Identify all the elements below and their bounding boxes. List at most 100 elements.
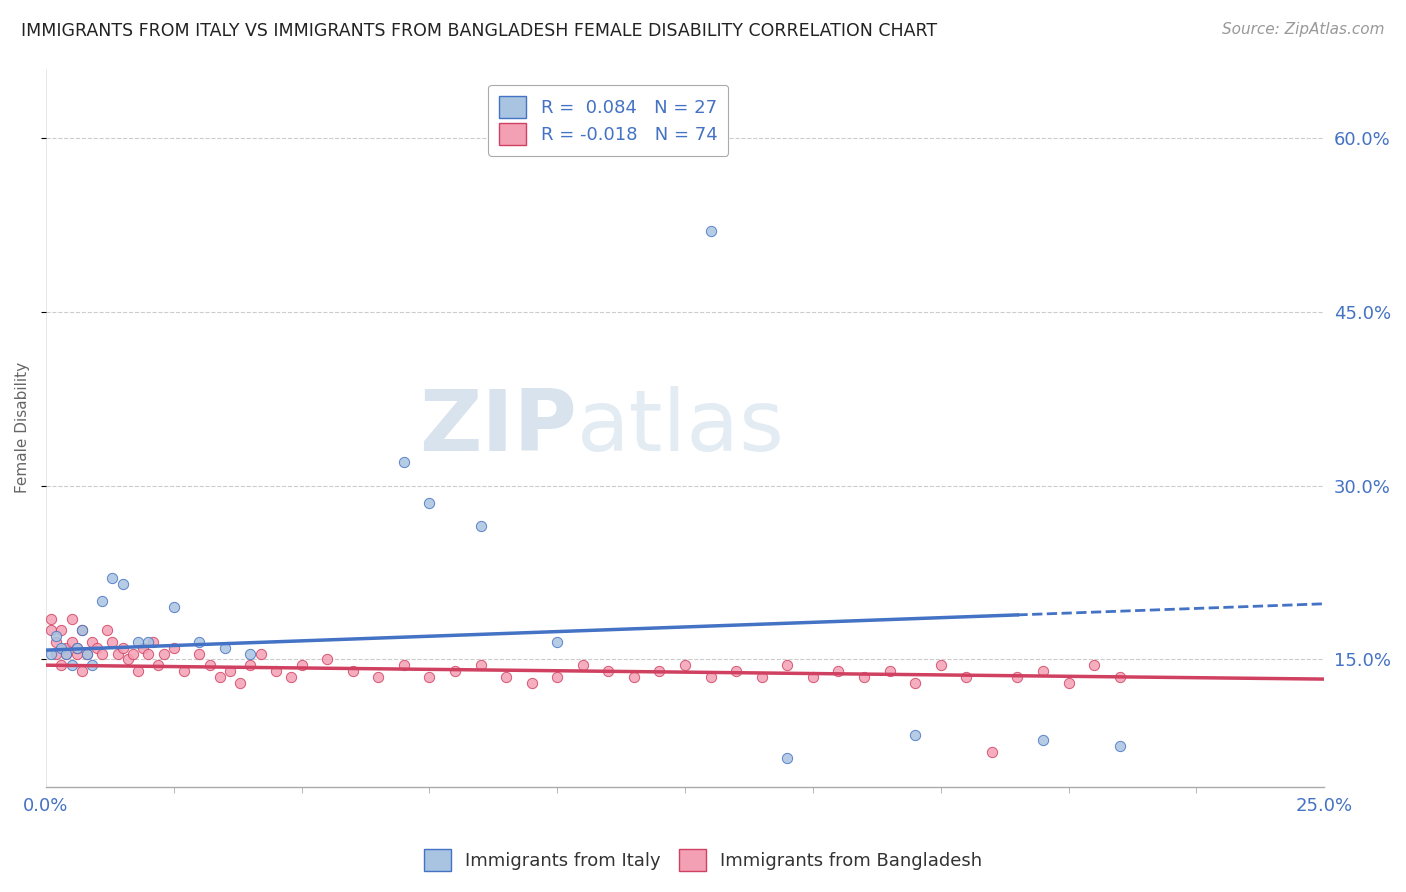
Point: [367, 670, 389, 684]
Point: [648, 664, 671, 678]
Point: [51, 658, 73, 673]
Point: [66, 640, 89, 655]
Point: [853, 670, 876, 684]
Point: [776, 658, 799, 673]
Point: [929, 658, 952, 673]
Point: [623, 670, 645, 684]
Point: [1083, 658, 1105, 673]
Point: [127, 635, 149, 649]
Point: [546, 635, 568, 649]
Point: [142, 635, 165, 649]
Point: [117, 652, 139, 666]
Point: [1032, 733, 1054, 747]
Point: [39, 624, 62, 638]
Point: [392, 658, 415, 673]
Point: [598, 664, 620, 678]
Text: IMMIGRANTS FROM ITALY VS IMMIGRANTS FROM BANGLADESH FEMALE DISABILITY CORRELATIO: IMMIGRANTS FROM ITALY VS IMMIGRANTS FROM…: [21, 22, 938, 40]
Point: [229, 675, 252, 690]
Point: [264, 664, 287, 678]
Point: [980, 745, 1002, 759]
Text: atlas: atlas: [576, 386, 785, 469]
Point: [136, 635, 159, 649]
Point: [163, 640, 186, 655]
Point: [1108, 670, 1130, 684]
Point: [879, 664, 901, 678]
Point: [45, 647, 67, 661]
Point: [316, 652, 339, 666]
Point: [76, 647, 98, 661]
Point: [45, 629, 67, 643]
Point: [111, 577, 134, 591]
Point: [132, 640, 155, 655]
Point: [70, 664, 93, 678]
Point: [725, 664, 748, 678]
Point: [60, 658, 83, 673]
Point: [39, 647, 62, 661]
Point: [39, 612, 62, 626]
Point: [136, 647, 159, 661]
Point: [122, 647, 145, 661]
Point: [520, 675, 543, 690]
Point: [148, 658, 170, 673]
Point: [776, 751, 799, 765]
Point: [107, 647, 129, 661]
Point: [111, 640, 134, 655]
Point: [91, 647, 114, 661]
Point: [904, 728, 927, 742]
Legend: Immigrants from Italy, Immigrants from Bangladesh: Immigrants from Italy, Immigrants from B…: [416, 842, 990, 879]
Point: [673, 658, 696, 673]
Point: [173, 664, 195, 678]
Point: [66, 647, 89, 661]
Point: [1032, 664, 1054, 678]
Point: [470, 519, 492, 533]
Point: [60, 635, 83, 649]
Point: [342, 664, 364, 678]
Point: [163, 600, 186, 615]
Point: [91, 594, 114, 608]
Point: [55, 640, 77, 655]
Point: [127, 664, 149, 678]
Point: [208, 670, 231, 684]
Point: [470, 658, 492, 673]
Point: [51, 640, 73, 655]
Point: [51, 624, 73, 638]
Point: [699, 224, 721, 238]
Point: [60, 612, 83, 626]
Point: [392, 455, 415, 469]
Point: [101, 571, 124, 585]
Point: [188, 647, 211, 661]
Point: [86, 640, 108, 655]
Point: [198, 658, 221, 673]
Point: [239, 647, 262, 661]
Point: [55, 647, 77, 661]
Point: [96, 624, 118, 638]
Point: [827, 664, 849, 678]
Point: [152, 647, 174, 661]
Point: [444, 664, 467, 678]
Point: [188, 635, 211, 649]
Point: [280, 670, 302, 684]
Point: [80, 635, 103, 649]
Point: [751, 670, 773, 684]
Point: [1057, 675, 1080, 690]
Point: [70, 624, 93, 638]
Point: [45, 635, 67, 649]
Legend: R =  0.084   N = 27, R = -0.018   N = 74: R = 0.084 N = 27, R = -0.018 N = 74: [488, 85, 728, 156]
Point: [249, 647, 271, 661]
Point: [546, 670, 568, 684]
Point: [55, 647, 77, 661]
Point: [955, 670, 977, 684]
Text: ZIP: ZIP: [419, 386, 576, 469]
Point: [1007, 670, 1029, 684]
Point: [80, 658, 103, 673]
Y-axis label: Female Disability: Female Disability: [15, 362, 30, 493]
Point: [291, 658, 314, 673]
Point: [418, 496, 440, 510]
Point: [101, 635, 124, 649]
Point: [239, 658, 262, 673]
Point: [76, 647, 98, 661]
Point: [1108, 739, 1130, 754]
Point: [904, 675, 927, 690]
Point: [495, 670, 517, 684]
Point: [801, 670, 824, 684]
